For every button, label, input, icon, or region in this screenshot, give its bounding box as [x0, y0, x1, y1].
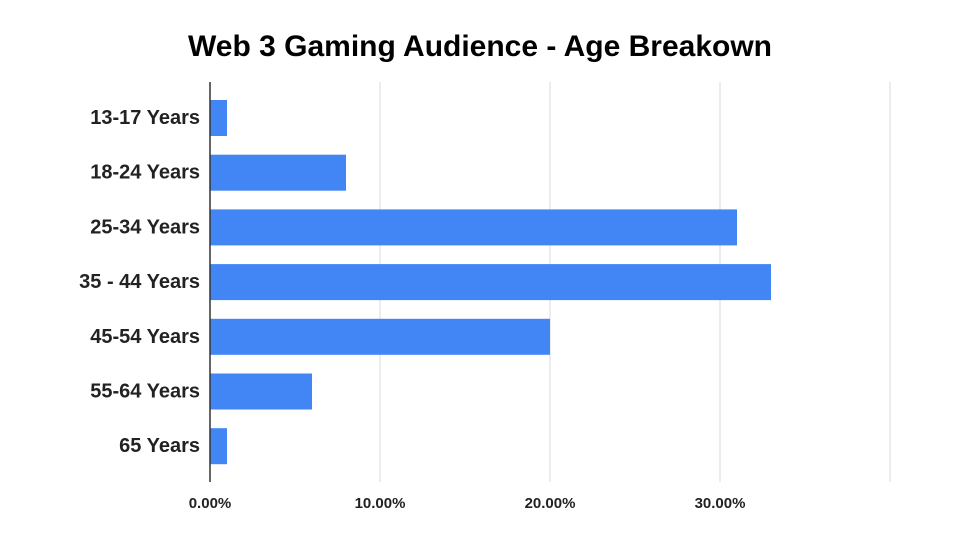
category-label: 13-17 Years	[90, 107, 200, 129]
x-tick-label: 10.00%	[355, 495, 406, 512]
bar	[210, 428, 227, 465]
category-label: 25-34 Years	[90, 216, 200, 238]
chart-title: Web 3 Gaming Audience - Age Breakown	[188, 30, 772, 63]
category-label: 18-24 Years	[90, 162, 200, 184]
category-label: 35 - 44 Years	[79, 271, 200, 293]
bars	[210, 100, 771, 465]
bar	[210, 318, 550, 355]
x-tick-label: 30.00%	[695, 495, 746, 512]
bar	[210, 373, 312, 410]
bar	[210, 264, 771, 301]
bar	[210, 154, 346, 191]
category-labels: 13-17 Years 18-24 Years 25-34 Years 35 - 44…	[79, 107, 200, 457]
bar	[210, 209, 737, 246]
x-tick-label: 20.00%	[525, 495, 576, 512]
x-tick-labels: 0.00% 10.00% 20.00% 30.00%	[189, 495, 746, 512]
category-label: 55-64 Years	[90, 381, 200, 403]
bar	[210, 100, 227, 136]
x-tick-label: 0.00%	[189, 495, 232, 512]
category-label: 45-54 Years	[90, 326, 200, 348]
category-label: 65 Years	[119, 435, 200, 457]
